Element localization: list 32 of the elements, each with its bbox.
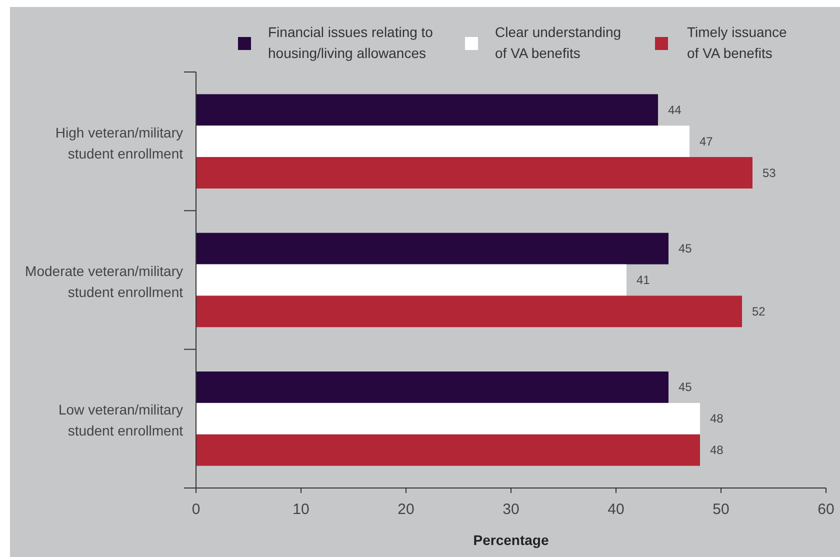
bar: [196, 94, 658, 126]
x-tick-label: 60: [818, 501, 834, 518]
y-tick-label: Low veteran/military student enrollment: [58, 402, 184, 439]
legend-label: Clear understanding of VA benefits: [495, 24, 622, 61]
x-tick-label: 40: [608, 501, 624, 518]
data-label: 53: [762, 166, 776, 180]
x-axis-title: Percentage: [473, 532, 549, 548]
bar: [196, 232, 668, 264]
bar: [196, 264, 626, 296]
data-label: 48: [710, 443, 724, 458]
data-label: 48: [710, 412, 724, 426]
x-tick-label: 30: [502, 501, 520, 518]
legend-label: Timely issuance of VA benefits: [687, 24, 788, 61]
data-label: 45: [678, 242, 692, 256]
y-tick-label: High veteran/military student enrollment: [55, 124, 184, 162]
bar: [196, 434, 700, 466]
x-tick-label: 0: [192, 501, 200, 518]
bar: [196, 126, 690, 158]
bar: [196, 372, 668, 403]
bar: [196, 402, 700, 434]
data-label: 41: [636, 273, 650, 287]
x-tick-label: 50: [712, 501, 730, 518]
x-tick-label: 20: [398, 501, 414, 518]
data-label: 47: [700, 134, 714, 148]
data-label: 45: [678, 380, 692, 394]
data-label: 44: [668, 102, 682, 117]
bar: [196, 157, 752, 188]
bar: [196, 296, 742, 328]
legend-label: Financial issues relating to housing/living allowances: [268, 24, 434, 61]
data-label: 52: [752, 304, 766, 318]
y-tick-label: Moderate veteran/military student enrollment: [25, 263, 184, 300]
x-tick-label: 10: [292, 501, 310, 518]
